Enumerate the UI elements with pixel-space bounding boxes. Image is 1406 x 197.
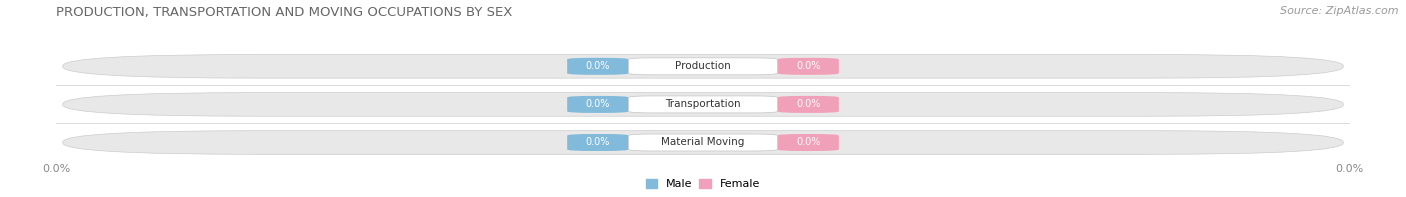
Text: 0.0%: 0.0% — [796, 61, 820, 71]
Text: Source: ZipAtlas.com: Source: ZipAtlas.com — [1281, 6, 1399, 16]
Text: 0.0%: 0.0% — [586, 138, 610, 148]
Text: Transportation: Transportation — [665, 99, 741, 109]
FancyBboxPatch shape — [778, 58, 839, 75]
FancyBboxPatch shape — [567, 134, 628, 151]
Text: Material Moving: Material Moving — [661, 138, 745, 148]
FancyBboxPatch shape — [567, 58, 628, 75]
FancyBboxPatch shape — [628, 58, 778, 75]
Legend: Male, Female: Male, Female — [647, 179, 759, 190]
Text: 0.0%: 0.0% — [796, 138, 820, 148]
FancyBboxPatch shape — [63, 93, 1343, 116]
FancyBboxPatch shape — [628, 134, 778, 151]
Text: 0.0%: 0.0% — [796, 99, 820, 109]
FancyBboxPatch shape — [778, 96, 839, 113]
FancyBboxPatch shape — [567, 96, 628, 113]
Text: Production: Production — [675, 61, 731, 71]
Text: PRODUCTION, TRANSPORTATION AND MOVING OCCUPATIONS BY SEX: PRODUCTION, TRANSPORTATION AND MOVING OC… — [56, 6, 513, 19]
FancyBboxPatch shape — [63, 131, 1343, 154]
Text: 0.0%: 0.0% — [586, 99, 610, 109]
FancyBboxPatch shape — [63, 55, 1343, 78]
FancyBboxPatch shape — [628, 96, 778, 113]
FancyBboxPatch shape — [778, 134, 839, 151]
Text: 0.0%: 0.0% — [586, 61, 610, 71]
